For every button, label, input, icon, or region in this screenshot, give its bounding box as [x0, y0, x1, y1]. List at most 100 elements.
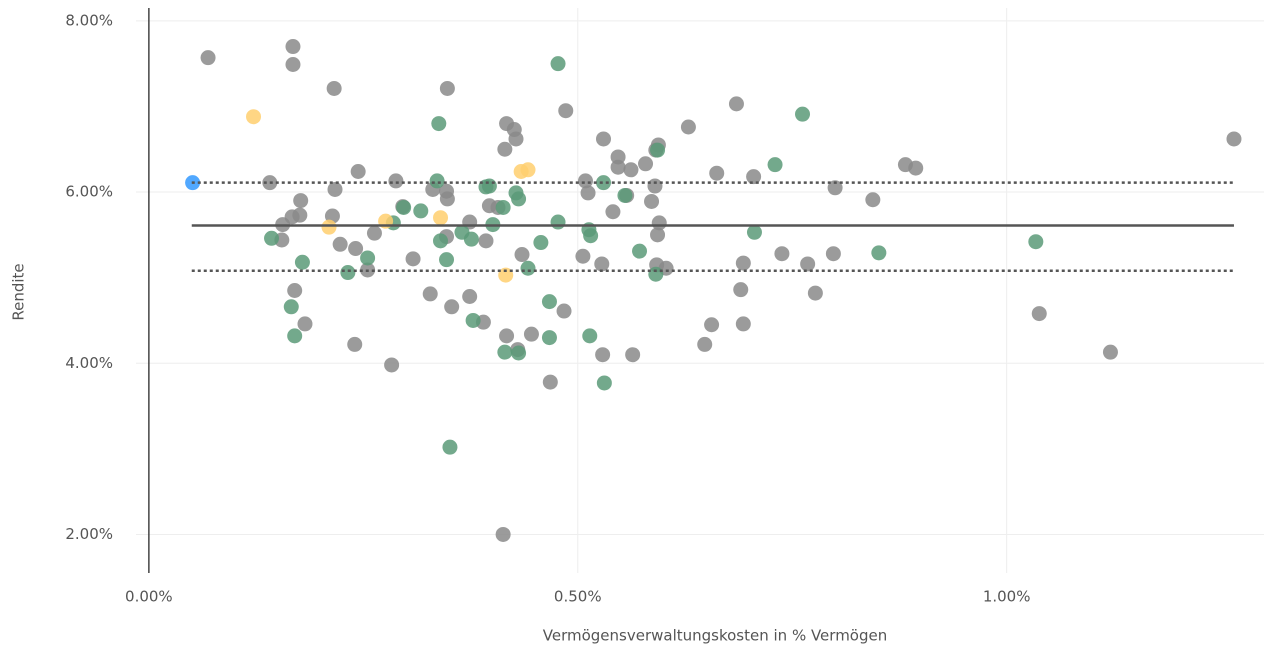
point — [439, 252, 455, 268]
point — [697, 336, 713, 352]
point — [735, 316, 751, 332]
point — [1028, 234, 1044, 250]
point — [514, 247, 530, 263]
point — [735, 255, 751, 271]
point — [520, 162, 536, 178]
point — [465, 312, 481, 328]
point — [1031, 306, 1047, 322]
point — [444, 299, 460, 315]
point — [610, 159, 626, 175]
point — [865, 192, 881, 208]
point — [908, 160, 924, 176]
point — [550, 214, 566, 230]
x-axis-label: Vermögensverwaltungskosten in % Vermögen — [543, 627, 888, 645]
x-tick-label: 1.00% — [983, 588, 1031, 606]
point — [495, 199, 511, 215]
point — [1102, 344, 1118, 360]
point — [422, 286, 438, 302]
y-tick-label: 6.00% — [65, 183, 113, 201]
point — [293, 193, 309, 209]
point — [396, 199, 412, 215]
point — [405, 251, 421, 267]
point — [508, 131, 524, 147]
point — [746, 169, 762, 185]
point — [326, 80, 342, 96]
point — [605, 204, 621, 220]
point — [478, 233, 494, 249]
point — [433, 233, 449, 249]
point — [583, 228, 599, 244]
y-axis-label: Rendite — [10, 263, 28, 320]
point — [577, 173, 593, 189]
point — [533, 235, 549, 251]
point — [292, 207, 308, 223]
point — [580, 185, 596, 201]
point — [384, 357, 400, 373]
point — [594, 256, 610, 272]
point — [647, 178, 663, 194]
point — [388, 173, 404, 189]
point — [595, 347, 611, 363]
point — [433, 210, 449, 226]
point — [728, 96, 744, 112]
point — [520, 260, 536, 276]
point — [340, 265, 356, 281]
point — [347, 336, 363, 352]
point — [610, 149, 626, 165]
point — [800, 256, 816, 272]
point — [550, 56, 566, 72]
point — [285, 39, 301, 55]
point — [499, 328, 515, 344]
point — [595, 131, 611, 147]
y-tick-label: 8.00% — [65, 11, 113, 29]
point — [595, 175, 611, 191]
point — [264, 230, 280, 246]
point — [497, 344, 513, 360]
point — [439, 191, 455, 207]
point — [704, 317, 720, 333]
point — [648, 266, 664, 282]
point — [680, 119, 696, 135]
point — [871, 245, 887, 261]
point — [495, 526, 511, 542]
point — [321, 219, 337, 235]
point — [795, 106, 811, 122]
point — [366, 225, 382, 241]
point — [558, 103, 574, 119]
point — [582, 328, 598, 344]
point — [650, 142, 666, 158]
point — [632, 243, 648, 259]
point — [497, 141, 513, 157]
point — [287, 328, 303, 344]
point — [327, 181, 343, 197]
x-tick-label: 0.00% — [125, 588, 173, 606]
point — [350, 164, 366, 180]
point — [827, 180, 843, 196]
point — [650, 227, 666, 243]
point — [246, 109, 262, 125]
point — [625, 347, 641, 363]
point — [541, 294, 557, 310]
point — [746, 224, 762, 240]
point — [807, 285, 823, 301]
point — [481, 178, 497, 194]
x-tick-label: 0.50% — [554, 588, 602, 606]
point — [575, 248, 591, 264]
point — [651, 215, 667, 231]
point — [617, 187, 633, 203]
point — [825, 246, 841, 262]
point — [709, 165, 725, 181]
point — [523, 326, 539, 342]
point — [431, 116, 447, 132]
point — [348, 241, 364, 257]
point — [1226, 131, 1242, 147]
point — [644, 193, 660, 209]
point — [542, 374, 558, 390]
point — [332, 236, 348, 252]
y-tick-label: 4.00% — [65, 354, 113, 372]
point — [297, 316, 313, 332]
point — [638, 156, 654, 172]
y-tick-label: 2.00% — [65, 525, 113, 543]
point — [287, 283, 303, 298]
